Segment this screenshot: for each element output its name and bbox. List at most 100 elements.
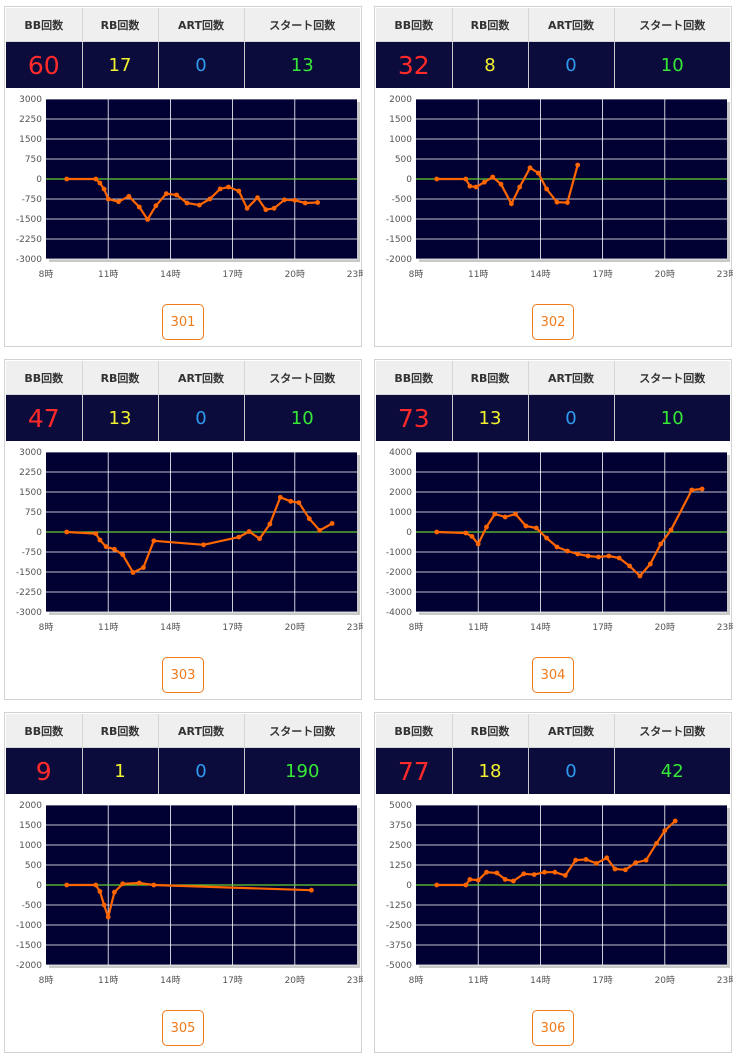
data-point <box>475 877 481 883</box>
art-header: ART回数 <box>158 361 245 395</box>
rb-header: RB回数 <box>82 714 159 748</box>
balance-line <box>66 881 312 919</box>
data-point <box>277 494 283 500</box>
y-tick-label: 1500 <box>389 115 412 125</box>
x-tick-label: 23時 <box>347 269 363 280</box>
y-tick-label: 1000 <box>389 508 412 518</box>
data-point <box>594 861 599 866</box>
data-point <box>521 871 527 877</box>
y-tick-label: 500 <box>25 861 42 871</box>
data-point <box>263 207 269 213</box>
data-point <box>93 531 99 536</box>
start-header: スタート回数 <box>614 361 730 395</box>
y-tick-label: -750 <box>22 548 43 558</box>
art-count: 0 <box>528 41 615 88</box>
data-point <box>93 176 99 182</box>
data-point <box>463 176 469 182</box>
y-tick-label: 2000 <box>19 801 42 811</box>
machine-panel: BB回数 RB回数 ART回数 スタート回数 73 13 0 10 4000 3000 2000 10… <box>374 359 733 700</box>
y-tick-label: 1000 <box>389 135 412 145</box>
data-point <box>282 197 287 203</box>
rb-count: 17 <box>82 41 159 88</box>
bb-count: 73 <box>376 394 453 441</box>
data-point <box>623 867 628 873</box>
balance-chart: 4000 3000 2000 1000 0 -1000 -2000 -3000 -4000 8時 1… <box>386 448 733 633</box>
machine-number-button[interactable]: 304 <box>532 657 574 693</box>
data-point <box>672 818 678 824</box>
data-point <box>317 528 323 533</box>
y-tick-label: -3000 <box>16 255 42 265</box>
data-point <box>633 860 639 865</box>
data-point <box>174 192 180 198</box>
data-point <box>637 573 643 579</box>
data-point <box>573 857 578 863</box>
data-point <box>654 841 659 846</box>
x-tick-label: 14時 <box>530 975 550 986</box>
x-tick-label: 14時 <box>160 975 180 986</box>
machine-number-button[interactable]: 302 <box>532 304 574 340</box>
y-tick-label: 1000 <box>19 841 42 851</box>
data-point <box>482 179 487 185</box>
y-tick-label: -1000 <box>16 921 42 931</box>
machine-number-button[interactable]: 306 <box>532 1010 574 1046</box>
data-point <box>484 869 489 875</box>
bb-header: BB回数 <box>6 8 83 42</box>
y-tick-label: -2000 <box>386 568 412 578</box>
data-point <box>136 880 142 886</box>
machine-number-button[interactable]: 303 <box>162 657 204 693</box>
start-count: 42 <box>614 747 730 794</box>
x-tick-label: 23時 <box>717 975 733 986</box>
rb-count: 8 <box>452 41 529 88</box>
y-tick-label: -4000 <box>386 608 412 618</box>
data-point <box>97 180 103 186</box>
data-point <box>616 555 622 561</box>
data-point <box>544 535 549 541</box>
data-point <box>511 878 516 884</box>
data-point <box>145 217 151 222</box>
stats-table: BB回数 RB回数 ART回数 スタート回数 32 8 0 10 <box>376 8 730 88</box>
machine-number-button[interactable]: 301 <box>162 304 204 340</box>
y-tick-label: -1250 <box>386 901 412 911</box>
y-tick-label: 0 <box>36 175 42 185</box>
start-count: 10 <box>614 41 730 88</box>
y-tick-label: -750 <box>22 195 43 205</box>
data-point <box>554 199 560 205</box>
art-header: ART回数 <box>158 714 245 748</box>
x-tick-label: 23時 <box>717 622 733 633</box>
y-tick-label: -2000 <box>16 961 42 971</box>
bb-header: BB回数 <box>376 361 453 395</box>
data-point <box>97 537 103 543</box>
x-tick-label: 20時 <box>285 975 305 986</box>
data-point <box>502 877 508 882</box>
machine-panel: BB回数 RB回数 ART回数 スタート回数 9 1 0 190 2000 1500 1000 500… <box>4 712 363 1053</box>
data-point <box>473 184 479 190</box>
y-tick-label: -2500 <box>386 921 412 931</box>
y-tick-label: -3000 <box>16 608 42 618</box>
data-point <box>184 200 190 206</box>
data-point <box>315 200 320 205</box>
machine-number-button[interactable]: 305 <box>162 1010 204 1046</box>
data-point <box>288 498 294 504</box>
start-count: 190 <box>244 747 360 794</box>
y-tick-label: 0 <box>406 881 412 891</box>
x-tick-label: 23時 <box>347 975 363 986</box>
data-point <box>531 872 537 877</box>
y-tick-label: -500 <box>22 901 43 911</box>
data-point <box>151 538 157 544</box>
data-point <box>552 869 558 875</box>
rb-count: 13 <box>82 394 159 441</box>
x-tick-label: 8時 <box>409 622 424 633</box>
art-header: ART回数 <box>528 714 615 748</box>
data-point <box>329 521 335 526</box>
start-count: 10 <box>244 394 360 441</box>
data-point <box>604 855 610 861</box>
data-point <box>596 554 601 560</box>
y-tick-label: -3750 <box>386 941 412 951</box>
x-tick-label: 20時 <box>655 975 675 986</box>
art-count: 0 <box>158 747 245 794</box>
y-tick-label: 2500 <box>389 841 412 851</box>
data-point <box>236 534 242 540</box>
data-point <box>136 204 142 210</box>
data-point <box>207 196 213 202</box>
data-point <box>523 523 529 529</box>
